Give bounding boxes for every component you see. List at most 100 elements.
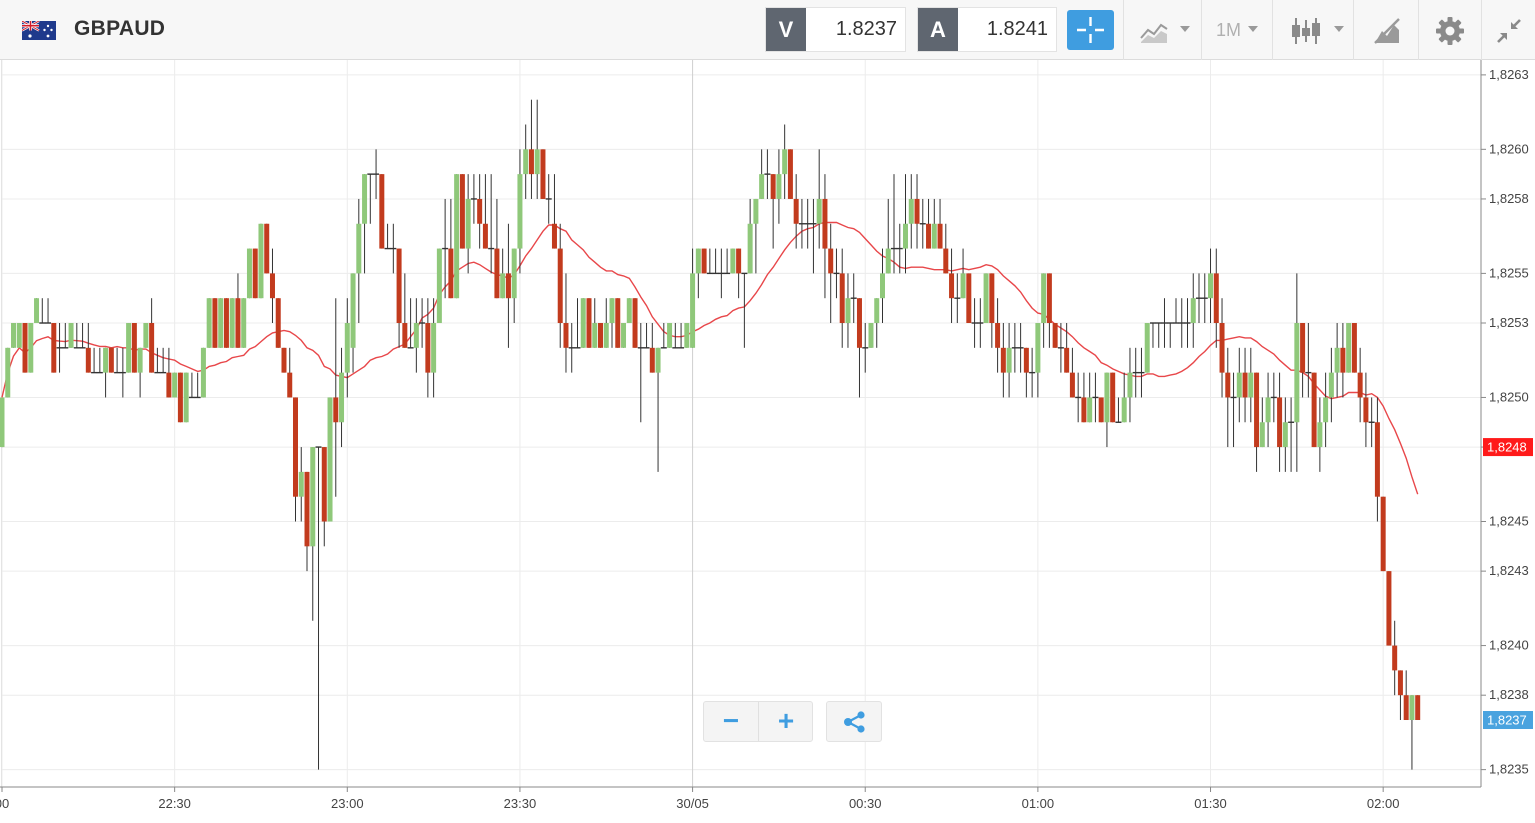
candle (1110, 372, 1116, 423)
candle (488, 174, 495, 274)
candle (1075, 372, 1082, 423)
candle (1006, 323, 1012, 398)
axes: 1,8263 1,8260 1,8258 1,8255 1,8253 1,8250 1,82… (0, 60, 1533, 811)
candle (1242, 347, 1248, 423)
y-tick-label: 1,8245 (1489, 514, 1529, 529)
candle (810, 198, 817, 274)
candle-body-down (448, 248, 454, 299)
candle-body-down (1254, 372, 1260, 448)
candle-body-up (1334, 347, 1340, 373)
candle (1254, 372, 1260, 472)
candle-body-down (615, 298, 621, 348)
candle (1172, 298, 1179, 324)
candle (753, 198, 759, 274)
ask-price-box[interactable]: A 1.8241 (917, 7, 1057, 52)
candle-body-up (931, 223, 937, 249)
candle (678, 323, 685, 349)
candle (339, 347, 345, 448)
candle-body-down (1242, 372, 1248, 398)
candle-body-up (350, 273, 356, 348)
candle-body-down (1403, 695, 1409, 721)
candle (379, 174, 385, 249)
candle (166, 347, 172, 398)
candle-body-down (477, 198, 483, 224)
last-price-label-bg (1483, 438, 1533, 457)
crosshair-button[interactable] (1067, 10, 1114, 50)
candle (1265, 372, 1271, 448)
candle (73, 323, 80, 349)
candle (632, 298, 638, 348)
candle-body-down (1300, 323, 1306, 373)
grid (1, 60, 1481, 787)
candle (603, 298, 609, 348)
candle-body-down (1351, 323, 1357, 373)
candle (1029, 347, 1036, 398)
candle-body-up (1127, 372, 1133, 398)
zoom-in-button[interactable]: + (777, 705, 795, 736)
candle (34, 298, 40, 324)
bid-tag: V (766, 8, 806, 51)
candle-body-up (172, 372, 178, 398)
candle (523, 124, 529, 199)
candle (1397, 670, 1403, 721)
candle (1098, 397, 1104, 423)
candle (896, 223, 903, 274)
candle-body-up (298, 471, 304, 497)
candle-body-down (770, 174, 776, 199)
candle (177, 372, 183, 423)
candle (56, 323, 63, 373)
price-chart[interactable]: 1,8263 1,8260 1,8258 1,8255 1,8253 1,8250 1,82… (0, 60, 1535, 823)
candle (396, 248, 402, 348)
candle (1311, 372, 1317, 448)
candle-body-up (1121, 397, 1127, 423)
bid-price-box[interactable]: V 1.8237 (765, 7, 906, 52)
bid-price: 1.8237 (835, 18, 897, 40)
zoom-out-button[interactable]: − (722, 705, 740, 736)
candle-body-down (1277, 397, 1283, 448)
candle (862, 323, 869, 373)
y-tick-label: 1,8235 (1489, 762, 1529, 777)
candle (1127, 347, 1133, 423)
candle (1282, 397, 1288, 472)
share-button[interactable] (826, 701, 882, 742)
candle-body-up (845, 298, 851, 324)
candle (85, 323, 91, 373)
x-tick-label: 02:00 (1367, 796, 1400, 811)
candle-body-down (264, 223, 270, 274)
candle-body-down (85, 347, 91, 373)
candle (908, 174, 914, 249)
candle (764, 149, 771, 199)
candle (68, 323, 74, 348)
drawing-tools-button[interactable] (1354, 0, 1418, 60)
collapse-icon (1497, 19, 1521, 43)
candle (269, 248, 275, 324)
candle-body-up (431, 323, 437, 373)
candle (534, 99, 540, 199)
candle-body-up (1294, 323, 1300, 423)
candle-body-up (885, 248, 891, 274)
settings-button[interactable] (1419, 0, 1481, 60)
candle (828, 223, 834, 324)
ask-tag: A (918, 8, 958, 51)
bid-price-label: 1,8237 (1487, 713, 1527, 728)
candle-body-up (1259, 422, 1265, 448)
candle-body-down (563, 323, 569, 348)
candle-body-down (223, 298, 229, 348)
timeframe-label: 1M (1216, 20, 1242, 40)
timeframe-selector[interactable]: 1M (1202, 0, 1272, 60)
symbol-title: GBPAUD (74, 17, 166, 40)
candle (1115, 397, 1122, 423)
candle-body-down (943, 248, 949, 274)
candle-body-down (321, 447, 327, 522)
candle-body-down (1000, 347, 1006, 373)
candle (747, 198, 753, 274)
candle (989, 273, 995, 348)
candle-body-up (356, 223, 362, 274)
chart-type-button[interactable] (1124, 0, 1201, 60)
candle-body-up (626, 298, 632, 324)
candle (1230, 372, 1237, 448)
collapse-button[interactable] (1482, 0, 1535, 60)
candlestick-type-button[interactable] (1273, 0, 1353, 60)
candle (200, 347, 206, 398)
y-tick-label: 1,8250 (1489, 389, 1529, 404)
